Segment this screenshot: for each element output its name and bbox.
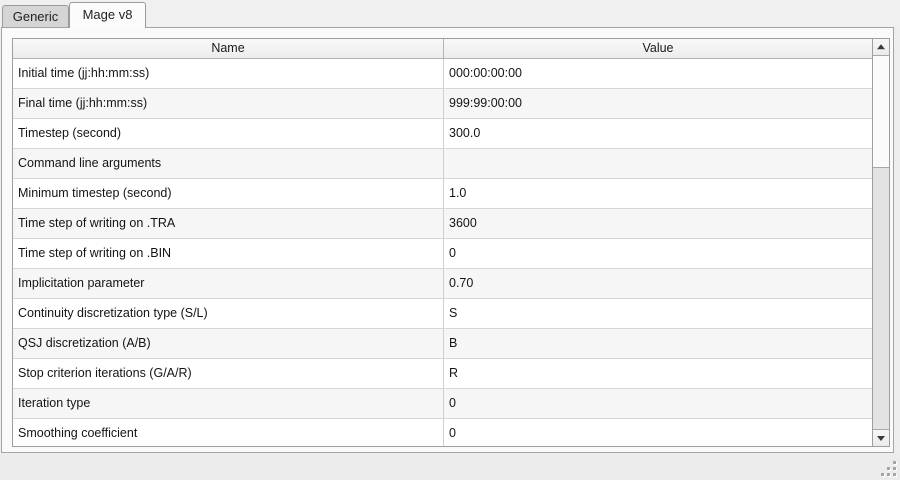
up-arrow-icon <box>877 44 885 50</box>
parameter-value-cell[interactable]: 0 <box>449 426 456 440</box>
parameter-name-cell: Time step of writing on .TRA <box>13 209 444 238</box>
parameter-name-cell: Time step of writing on .BIN <box>13 239 444 268</box>
grip-dot <box>893 461 896 464</box>
parameter-name-cell: Implicitation parameter <box>13 269 444 298</box>
table-row[interactable]: Command line arguments <box>13 149 872 179</box>
table-row[interactable]: Final time (jj:hh:mm:ss) 999:99:00:00 <box>13 89 872 119</box>
tab-generic-label: Generic <box>12 9 59 24</box>
table-row[interactable]: Iteration type 0 <box>13 389 872 419</box>
table-content: Name Value Initial time (jj:hh:mm:ss) 00… <box>13 39 872 446</box>
down-arrow-icon <box>877 436 885 441</box>
tab-mage-v8-label: Mage v8 <box>82 7 133 22</box>
scrollbar-track[interactable] <box>873 168 889 429</box>
vertical-scrollbar[interactable] <box>872 39 889 446</box>
table-row[interactable]: Stop criterion iterations (G/A/R) R <box>13 359 872 389</box>
table-row[interactable]: Implicitation parameter 0.70 <box>13 269 872 299</box>
grip-dot <box>893 467 896 470</box>
resize-grip[interactable] <box>881 461 897 477</box>
table-row[interactable]: Time step of writing on .BIN 0 <box>13 239 872 269</box>
parameter-value-cell[interactable]: R <box>449 366 459 380</box>
column-header-value[interactable]: Value <box>642 41 674 55</box>
table-row[interactable]: Continuity discretization type (S/L) S <box>13 299 872 329</box>
parameter-value-cell[interactable]: 300.0 <box>449 126 481 140</box>
scroll-down-button[interactable] <box>873 429 889 446</box>
table-row[interactable]: Time step of writing on .TRA 3600 <box>13 209 872 239</box>
table-row[interactable]: Smoothing coefficient 0 <box>13 419 872 446</box>
parameter-name-cell: Smoothing coefficient <box>13 419 444 446</box>
tab-mage-v8[interactable]: Mage v8 <box>69 2 146 28</box>
table-row[interactable]: Minimum timestep (second) 1.0 <box>13 179 872 209</box>
parameter-value-cell[interactable]: 999:99:00:00 <box>449 96 522 110</box>
parameter-name-cell: Initial time (jj:hh:mm:ss) <box>13 59 444 88</box>
column-header-name[interactable]: Name <box>13 39 444 58</box>
scrollbar-thumb[interactable] <box>873 56 889 168</box>
parameter-name-cell: Iteration type <box>13 389 444 418</box>
grip-dot <box>887 473 890 476</box>
parameter-value-cell[interactable]: B <box>449 336 458 350</box>
tab-generic[interactable]: Generic <box>2 5 69 27</box>
tab-bar: Generic Mage v8 <box>0 0 900 28</box>
parameter-name-cell: Final time (jj:hh:mm:ss) <box>13 89 444 118</box>
parameter-value-cell[interactable]: 1.0 <box>449 186 467 200</box>
parameter-name-cell: Timestep (second) <box>13 119 444 148</box>
table-header-row: Name Value <box>13 39 872 59</box>
parameter-value-cell[interactable]: 0.70 <box>449 276 474 290</box>
parameter-value-cell[interactable]: 0 <box>449 396 456 410</box>
parameter-value-cell[interactable]: 000:00:00:00 <box>449 66 522 80</box>
grip-dot <box>881 473 884 476</box>
parameter-value-cell[interactable] <box>444 149 872 178</box>
tab-panel: Name Value Initial time (jj:hh:mm:ss) 00… <box>1 27 894 453</box>
grip-dot <box>887 467 890 470</box>
table-row[interactable]: Initial time (jj:hh:mm:ss) 000:00:00:00 <box>13 59 872 89</box>
table-row[interactable]: Timestep (second) 300.0 <box>13 119 872 149</box>
parameter-name-cell: Stop criterion iterations (G/A/R) <box>13 359 444 388</box>
parameter-name-cell: Continuity discretization type (S/L) <box>13 299 444 328</box>
parameters-table: Name Value Initial time (jj:hh:mm:ss) 00… <box>12 38 890 447</box>
grip-dot <box>893 473 896 476</box>
parameter-value-cell[interactable]: 3600 <box>449 216 477 230</box>
table-rows: Initial time (jj:hh:mm:ss) 000:00:00:00 … <box>13 59 872 446</box>
status-bar <box>0 454 900 480</box>
parameter-name-cell: Command line arguments <box>13 149 444 178</box>
parameter-value-cell[interactable]: S <box>449 306 458 320</box>
parameter-name-cell: Minimum timestep (second) <box>13 179 444 208</box>
parameter-value-cell[interactable]: 0 <box>449 246 456 260</box>
table-row[interactable]: QSJ discretization (A/B) B <box>13 329 872 359</box>
scroll-up-button[interactable] <box>873 39 889 56</box>
parameter-name-cell: QSJ discretization (A/B) <box>13 329 444 358</box>
